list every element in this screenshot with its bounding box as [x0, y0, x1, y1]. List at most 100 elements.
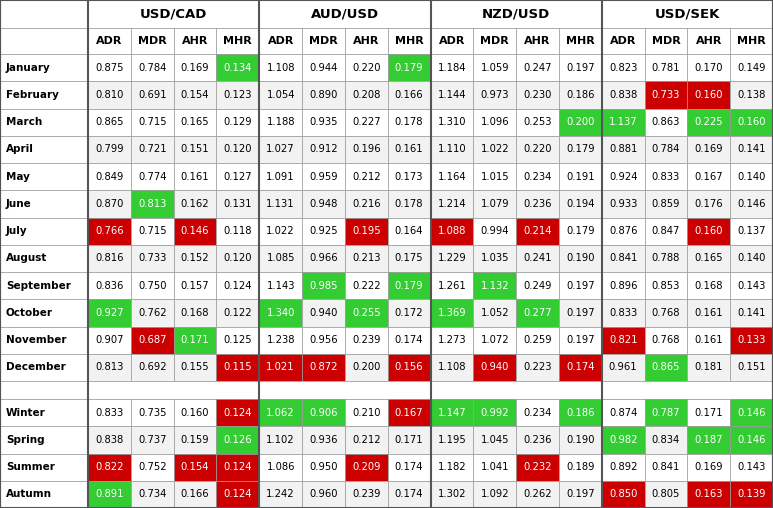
Text: 0.155: 0.155	[181, 362, 209, 372]
Text: 1.015: 1.015	[480, 172, 509, 182]
Bar	[88, 426, 131, 454]
Text: 0.865: 0.865	[95, 117, 124, 127]
Bar	[431, 163, 473, 190]
Bar	[131, 81, 174, 109]
Text: 1.022: 1.022	[480, 144, 509, 154]
Bar	[131, 481, 174, 508]
Bar	[687, 299, 730, 327]
Bar	[174, 109, 216, 136]
Text: 0.146: 0.146	[737, 407, 766, 418]
Text: 1.085: 1.085	[267, 253, 295, 263]
Text: 0.146: 0.146	[181, 226, 209, 236]
Text: 0.179: 0.179	[395, 280, 424, 291]
Bar	[131, 54, 174, 81]
Text: 0.799: 0.799	[95, 144, 124, 154]
Text: 0.143: 0.143	[737, 280, 766, 291]
Bar	[388, 28, 431, 54]
Text: 0.241: 0.241	[523, 253, 552, 263]
Bar	[174, 81, 216, 109]
Bar	[645, 354, 687, 381]
Bar	[388, 399, 431, 426]
Bar	[259, 54, 302, 81]
Bar	[174, 136, 216, 163]
Bar	[131, 217, 174, 245]
Bar	[216, 399, 259, 426]
Bar	[388, 217, 431, 245]
Text: 0.948: 0.948	[309, 199, 338, 209]
Text: 0.836: 0.836	[95, 280, 124, 291]
Text: 0.149: 0.149	[737, 62, 766, 73]
Bar	[645, 454, 687, 481]
Text: 0.788: 0.788	[652, 253, 680, 263]
Text: 0.847: 0.847	[652, 226, 680, 236]
Text: MHR: MHR	[737, 36, 766, 46]
Text: 0.131: 0.131	[223, 199, 252, 209]
Bar	[216, 454, 259, 481]
Bar	[259, 399, 302, 426]
Text: 0.191: 0.191	[566, 172, 594, 182]
Bar	[259, 327, 302, 354]
Text: 1.102: 1.102	[267, 435, 295, 445]
Text: 1.131: 1.131	[267, 199, 295, 209]
Bar	[516, 481, 559, 508]
Bar	[730, 272, 773, 299]
Text: 0.253: 0.253	[523, 117, 552, 127]
Bar	[559, 136, 601, 163]
Bar	[601, 354, 645, 381]
Bar	[601, 327, 645, 354]
Bar	[259, 81, 302, 109]
Text: 0.870: 0.870	[95, 199, 124, 209]
Bar	[174, 54, 216, 81]
Bar	[174, 163, 216, 190]
Text: 1.072: 1.072	[480, 335, 509, 345]
Bar	[302, 354, 345, 381]
Text: 0.762: 0.762	[138, 308, 166, 318]
Bar	[388, 190, 431, 217]
Text: 1.195: 1.195	[438, 435, 466, 445]
Text: August: August	[6, 253, 47, 263]
Bar	[730, 81, 773, 109]
Text: 0.925: 0.925	[309, 226, 338, 236]
Bar	[431, 217, 473, 245]
Text: 0.961: 0.961	[609, 362, 638, 372]
Text: 0.159: 0.159	[181, 435, 209, 445]
Text: 0.823: 0.823	[609, 62, 638, 73]
Bar	[216, 245, 259, 272]
Bar	[345, 28, 388, 54]
Text: 1.184: 1.184	[438, 62, 466, 73]
Bar	[431, 454, 473, 481]
Bar	[687, 481, 730, 508]
Text: 1.147: 1.147	[438, 407, 466, 418]
Text: 0.750: 0.750	[138, 280, 166, 291]
Bar	[88, 217, 131, 245]
Bar	[345, 272, 388, 299]
Bar	[473, 81, 516, 109]
Text: 0.173: 0.173	[395, 172, 424, 182]
Text: 0.125: 0.125	[223, 335, 252, 345]
Text: 0.876: 0.876	[609, 226, 638, 236]
Text: 0.721: 0.721	[138, 144, 166, 154]
Text: 1.079: 1.079	[480, 199, 509, 209]
Bar	[302, 81, 345, 109]
Text: 0.805: 0.805	[652, 489, 680, 499]
Text: 0.234: 0.234	[523, 407, 552, 418]
Text: 0.213: 0.213	[352, 253, 380, 263]
Text: 0.174: 0.174	[395, 335, 424, 345]
Text: 1.054: 1.054	[267, 90, 295, 100]
Text: 0.841: 0.841	[609, 253, 638, 263]
Text: 0.178: 0.178	[395, 199, 424, 209]
Text: 0.164: 0.164	[395, 226, 424, 236]
Bar	[730, 299, 773, 327]
Bar	[174, 481, 216, 508]
Text: 0.127: 0.127	[223, 172, 252, 182]
Text: MHR: MHR	[223, 36, 252, 46]
Text: ADR: ADR	[267, 36, 294, 46]
Text: 0.124: 0.124	[223, 280, 252, 291]
Bar	[302, 426, 345, 454]
Bar	[345, 399, 388, 426]
Bar	[259, 217, 302, 245]
Bar	[388, 54, 431, 81]
Bar	[645, 81, 687, 109]
Text: 0.875: 0.875	[95, 62, 124, 73]
Text: 0.190: 0.190	[566, 253, 594, 263]
